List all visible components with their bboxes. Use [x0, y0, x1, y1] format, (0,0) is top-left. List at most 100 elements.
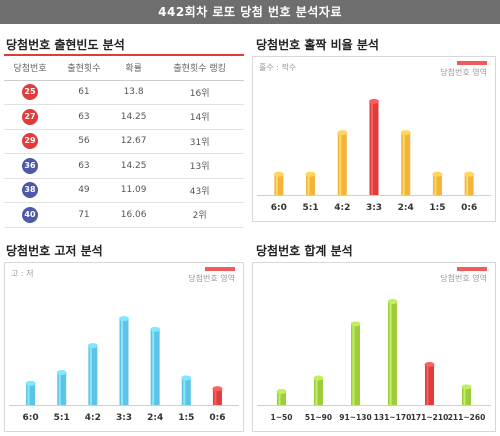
tick-label: 4:2: [334, 203, 350, 213]
table-row: 27 63 14.25 14위: [4, 104, 244, 130]
bar: [462, 387, 471, 405]
tick-label: 2:4: [147, 413, 163, 423]
chart-svg: 6:0 5:1 4:2 3:3 2:4 1:5 0:6: [9, 316, 239, 423]
bar: [277, 391, 286, 405]
legend-swatch: [457, 267, 487, 271]
tick-label: 5:1: [54, 413, 70, 423]
high-low-legend: 당첨번호 영역: [173, 267, 235, 284]
frequency-header-row: 당첨번호 출현횟수 확률 출현횟수 랭킹: [4, 56, 244, 81]
bar: [401, 132, 411, 195]
bar: [306, 174, 316, 195]
bar-cap: [350, 321, 361, 327]
frequency-table: 당첨번호 출현횟수 확률 출현횟수 랭킹 25 61 13.8 16위 27 6…: [4, 56, 244, 228]
bar-highlight: [426, 364, 429, 405]
bar-highlight: [463, 387, 466, 405]
bar: [369, 101, 379, 195]
prob-cell: 13.8: [111, 80, 156, 105]
tick-label: 131~170: [374, 413, 412, 422]
sum-title: 당첨번호 합계 분석: [256, 244, 353, 258]
bar-cap: [464, 171, 475, 177]
header-count: 출현횟수: [56, 56, 112, 81]
number-ball: 25: [22, 84, 38, 101]
bar: [388, 301, 397, 405]
tick-label: 171~210: [411, 413, 449, 422]
bar-cap: [150, 326, 161, 332]
tick-label: 6:0: [271, 203, 287, 213]
odd-even-legend: 당첨번호 영역: [425, 61, 487, 78]
number-ball: 40: [22, 206, 38, 223]
bar-highlight: [371, 101, 373, 195]
bar: [88, 345, 98, 405]
bar-cap: [56, 370, 67, 376]
header-prob: 확률: [111, 56, 156, 81]
tick-label: 211~260: [448, 413, 486, 422]
bar-cap: [461, 384, 472, 390]
bar-highlight: [275, 174, 278, 195]
bar-highlight: [389, 301, 392, 405]
bar-highlight: [183, 378, 186, 405]
legend-swatch: [205, 267, 235, 271]
high-low-title: 당첨번호 고저 분석: [6, 244, 103, 258]
tick-label: 91~130: [339, 413, 371, 422]
tick-label: 0:6: [461, 203, 477, 213]
tick-label: 1:5: [178, 413, 194, 423]
bar: [212, 388, 222, 405]
rank-cell: 13위: [155, 153, 244, 179]
tick-label: 2:4: [398, 203, 414, 213]
bar-highlight: [434, 174, 437, 195]
number-ball: 36: [22, 157, 38, 174]
tick-label: 4:2: [85, 413, 101, 423]
legend-label: 당첨번호 영역: [440, 68, 487, 77]
prob-cell: 11.09: [111, 178, 156, 203]
count-cell: 56: [56, 129, 112, 154]
bar: [432, 174, 442, 195]
bar-cap: [273, 171, 284, 177]
bar: [274, 174, 284, 195]
rank-cell: 43위: [155, 178, 244, 203]
tick-label: 51~90: [305, 413, 332, 422]
table-row: 25 61 13.8 16위: [4, 80, 244, 105]
tick-label: 1:5: [429, 203, 445, 213]
bar-cap: [25, 380, 36, 386]
bar: [351, 324, 360, 405]
rank-cell: 31위: [155, 129, 244, 154]
frequency-title: 당첨번호 출현빈도 분석: [6, 38, 125, 52]
bar: [181, 378, 191, 405]
bar-highlight: [352, 324, 355, 405]
bar-cap: [337, 130, 348, 136]
number-ball: 38: [22, 182, 38, 199]
bar-highlight: [339, 132, 342, 195]
bar-cap: [387, 299, 398, 304]
bar-cap: [119, 316, 129, 322]
bar-highlight: [27, 383, 30, 405]
bar-cap: [276, 389, 287, 394]
bar-highlight: [121, 318, 123, 405]
high-low-corner-label: 고 : 저: [11, 269, 34, 278]
tick-label: 1~50: [271, 413, 293, 422]
bar-cap: [305, 171, 316, 177]
bar-cap: [424, 362, 435, 367]
sum-chart: 1~50 51~90 91~130 131~170 171~210 211~260 당첨번…: [252, 262, 496, 432]
bar-highlight: [214, 388, 217, 405]
bar-cap: [87, 343, 98, 349]
bar-cap: [432, 171, 443, 177]
bar-cap: [400, 130, 411, 136]
number-ball: 29: [22, 133, 38, 150]
tick-label: 6:0: [23, 413, 39, 423]
count-cell: 61: [56, 80, 112, 105]
table-row: 29 56 12.67 31위: [4, 129, 244, 154]
legend-swatch: [457, 61, 487, 65]
bar-cap: [181, 375, 192, 381]
bar: [57, 372, 67, 405]
prob-cell: 16.06: [111, 202, 156, 228]
tick-label: 0:6: [209, 413, 225, 423]
bar: [314, 378, 323, 405]
bar: [337, 132, 347, 195]
header-number: 당첨번호: [4, 56, 56, 81]
bar-highlight: [152, 329, 155, 405]
bar-cap: [369, 98, 379, 104]
high-low-chart: 6:0 5:1 4:2 3:3 2:4 1:5 0:6 고 : 저 당첨번호 영역: [4, 262, 244, 432]
count-cell: 71: [56, 202, 112, 228]
rank-cell: 16위: [155, 80, 244, 105]
bar-highlight: [315, 378, 318, 405]
